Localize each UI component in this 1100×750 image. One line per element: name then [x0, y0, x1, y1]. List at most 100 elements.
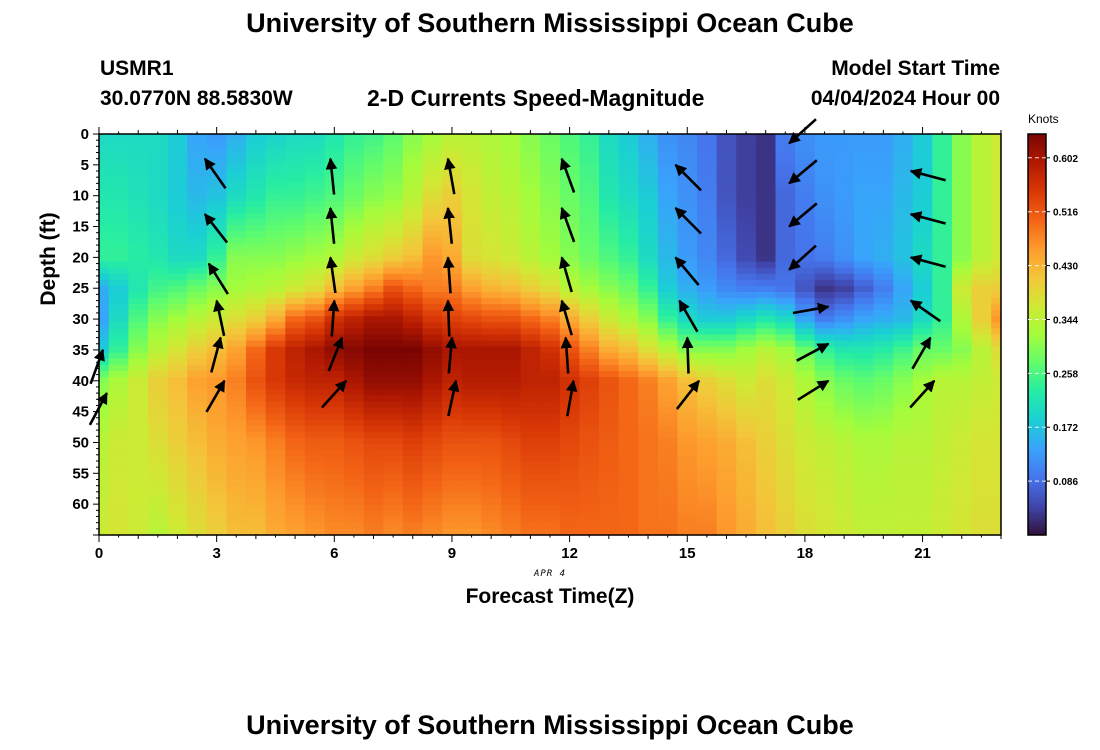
heat-cell [246, 194, 267, 202]
heat-cell [814, 225, 835, 232]
heat-cell [657, 510, 679, 518]
heat-cell [206, 231, 228, 238]
heat-cell [638, 443, 659, 451]
heat-cell [481, 358, 502, 366]
heat-cell [677, 212, 698, 220]
heat-cell [618, 413, 639, 421]
heat-cell [795, 310, 816, 317]
heat-cell [677, 389, 698, 396]
heat-cell [481, 504, 502, 512]
heat-cell [971, 219, 992, 226]
heat-cell [638, 134, 659, 141]
heat-cell [853, 407, 875, 415]
heat-cell [187, 395, 208, 402]
heat-cell [304, 200, 326, 208]
heat-cell [657, 134, 679, 141]
heat-cell [951, 419, 973, 427]
heat-cell [834, 231, 855, 238]
heat-cell [775, 504, 796, 512]
heat-cell [657, 358, 679, 366]
heat-cell [991, 170, 1002, 178]
heat-cell [324, 328, 345, 336]
heat-cell [736, 389, 757, 396]
heat-cell [599, 522, 620, 530]
heat-cell [775, 486, 796, 494]
heat-cell [481, 462, 502, 469]
heat-cell [795, 243, 816, 251]
heat-cell [657, 449, 679, 457]
heat-cell [540, 480, 561, 487]
heat-cell [697, 279, 718, 287]
heat-cell [599, 140, 620, 147]
heat-cell [383, 206, 404, 214]
heat-cell [677, 316, 698, 323]
heat-cell [285, 225, 306, 232]
heat-cell [657, 188, 679, 196]
heat-cell [540, 304, 561, 311]
heat-cell [226, 528, 247, 536]
heat-cell [559, 188, 581, 196]
heat-cell [148, 140, 169, 147]
heat-cell [324, 431, 345, 439]
heat-cell [618, 316, 639, 323]
heat-cell [736, 413, 757, 421]
heat-cell [618, 267, 639, 275]
heat-cell [677, 528, 698, 536]
heat-cell [206, 443, 228, 451]
heat-cell [853, 212, 875, 220]
heat-cell [128, 456, 149, 463]
heat-cell [853, 152, 875, 159]
heat-cell [422, 364, 443, 372]
heat-cell [402, 468, 424, 475]
heat-cell [500, 261, 522, 269]
heat-cell [599, 377, 620, 384]
heat-cell [226, 346, 247, 354]
heat-cell [657, 413, 679, 421]
heat-cell [422, 200, 443, 208]
heat-cell [344, 480, 365, 487]
heat-cell [579, 219, 600, 226]
heat-cell [991, 285, 1002, 293]
heat-cell [500, 152, 522, 159]
heat-cell [422, 449, 443, 457]
heat-cell [951, 267, 973, 275]
heat-cell [500, 370, 522, 378]
heat-cell [265, 528, 286, 536]
heat-cell [932, 298, 953, 305]
heat-cell [442, 261, 463, 269]
heat-cell [540, 261, 561, 269]
heat-cell [873, 486, 894, 494]
heat-cell [461, 334, 482, 342]
heat-cell [638, 322, 659, 330]
heat-cell [657, 468, 679, 475]
heat-cell [814, 334, 835, 342]
heat-cell [834, 310, 855, 317]
heat-cell [618, 346, 639, 354]
heat-cell [736, 456, 757, 463]
heat-cell [716, 407, 737, 415]
heat-cell [344, 510, 365, 518]
heat-cell [265, 358, 286, 366]
heat-cell [442, 249, 463, 257]
heat-cell [285, 279, 306, 287]
heat-cell [736, 140, 757, 147]
heat-cell [265, 158, 286, 165]
heat-cell [912, 200, 933, 208]
heat-cell [99, 516, 110, 524]
heat-cell [991, 249, 1002, 257]
heat-cell [540, 285, 561, 293]
current-arrow [797, 379, 830, 401]
heat-cell [167, 273, 188, 281]
heat-cell [500, 358, 522, 366]
heat-cell [167, 516, 188, 524]
heat-cell [148, 316, 169, 323]
heat-cell [599, 261, 620, 269]
heat-cell [951, 456, 973, 463]
heat-cell [657, 164, 679, 172]
heat-cell [422, 134, 443, 141]
current-arrow [326, 256, 338, 294]
heat-cell [246, 456, 267, 463]
heat-cell [500, 328, 522, 336]
heat-cell [893, 134, 914, 141]
